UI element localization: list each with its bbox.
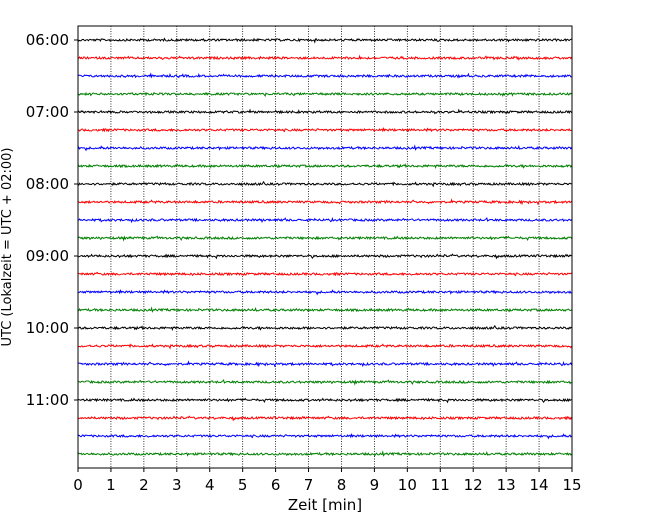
trace-line [77, 126, 572, 133]
seismic-traces [77, 37, 573, 457]
vertical-grid [110, 26, 540, 468]
trace-line [77, 235, 573, 242]
trace-line [77, 432, 572, 440]
y-axis-label: UTC (Lokalzeit = UTC + 02:00) [0, 148, 15, 347]
x-tick-label: 13 [497, 476, 516, 494]
y-tick-label: 10:00 [26, 319, 69, 337]
trace-line [77, 180, 572, 188]
y-tick-label: 11:00 [26, 391, 69, 409]
x-tick-label: 1 [106, 476, 116, 494]
trace-line [78, 306, 572, 313]
x-tick-label: 6 [271, 476, 281, 494]
trace-line [77, 198, 572, 206]
trace-line [77, 37, 572, 44]
trace-line [77, 397, 572, 404]
trace-line [77, 288, 572, 296]
x-tick-label: 12 [464, 476, 483, 494]
trace-line [77, 91, 572, 98]
x-tick-label: 0 [73, 476, 83, 494]
x-tick-label: 7 [304, 476, 314, 494]
y-axis-ticks: 06:00 07:00 08:00 09:00 10:00 11:00 [26, 31, 78, 409]
trace-line [77, 360, 573, 368]
x-tick-label: 14 [530, 476, 549, 494]
y-tick-label: 07:00 [26, 103, 69, 121]
x-tick-label: 9 [370, 476, 380, 494]
trace-line [77, 54, 573, 61]
y-tick-label: 08:00 [26, 175, 69, 193]
x-tick-label: 10 [398, 476, 417, 494]
x-tick-label: 8 [337, 476, 347, 494]
x-tick-label: 15 [562, 476, 581, 494]
plot-frame [77, 25, 573, 469]
x-tick-label: 11 [431, 476, 450, 494]
trace-line [77, 343, 573, 350]
trace-line [77, 378, 572, 386]
trace-line [77, 72, 572, 79]
y-tick-label: 06:00 [26, 31, 69, 49]
trace-line [77, 163, 573, 170]
trace-line [77, 144, 573, 152]
trace-line [77, 324, 572, 332]
trace-line [77, 253, 572, 260]
trace-line [77, 450, 572, 457]
y-tick-label: 09:00 [26, 247, 69, 265]
x-tick-label: 5 [238, 476, 248, 494]
trace-line [77, 108, 572, 115]
trace-line [77, 415, 573, 422]
x-axis-label: Zeit [min] [288, 496, 362, 514]
x-tick-label: 2 [139, 476, 149, 494]
x-axis-ticks: 0 1 2 3 4 5 6 7 8 9 10 11 12 13 14 15 [73, 468, 582, 494]
trace-line [77, 216, 572, 224]
x-tick-label: 4 [205, 476, 215, 494]
trace-line [78, 271, 572, 277]
x-tick-label: 3 [172, 476, 182, 494]
